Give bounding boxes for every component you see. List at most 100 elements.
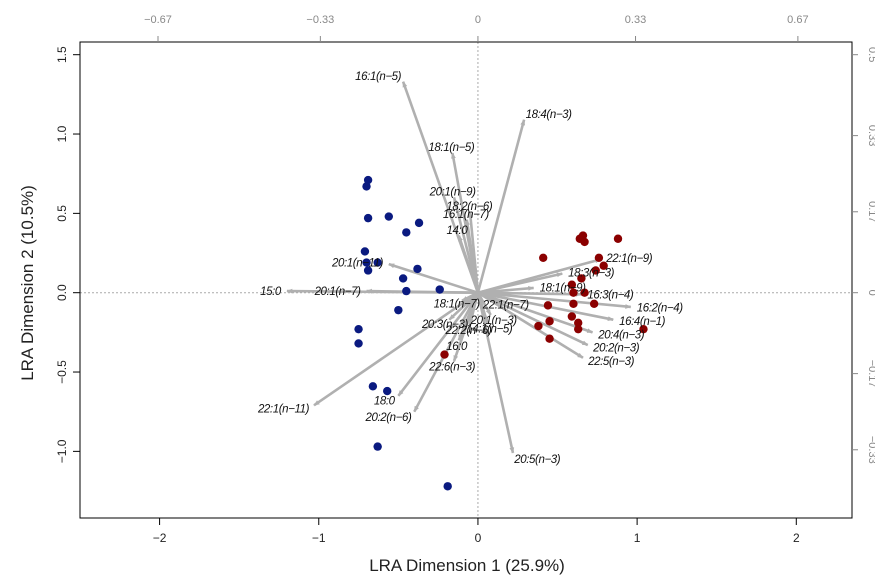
vector-label: 22:2(n−6) — [445, 325, 493, 337]
data-point — [539, 253, 548, 262]
right-tick-label: 0.5 — [866, 47, 875, 62]
vector-label: 16:2(n−4) — [637, 303, 684, 315]
vector-label: 20:3(n−3) — [421, 319, 469, 331]
axes: −2 −1 0 1 2 −1.0 −0.5 0.0 0.5 1.0 1.5 −0.67 −0.33 0 0.… — [55, 14, 875, 545]
right-tick-label: 0.33 — [866, 125, 875, 146]
vector-label: 14:1(n−5) — [466, 324, 513, 336]
top-tick-label: 0 — [475, 14, 481, 26]
vector-arrow — [465, 219, 480, 293]
data-point — [613, 234, 623, 243]
data-point — [567, 280, 577, 289]
data-point — [589, 299, 599, 308]
top-tick-label: 0.33 — [625, 14, 646, 26]
data-point — [398, 274, 408, 283]
right-tick-label: 0.17 — [866, 201, 875, 222]
top-tick-label: −0.33 — [306, 14, 334, 26]
data-point — [574, 324, 583, 334]
vector-arrow — [477, 291, 594, 334]
data-point — [639, 324, 648, 334]
data-point — [569, 299, 578, 308]
data-point — [534, 321, 543, 331]
vector-label: 22:1(n−9) — [605, 253, 653, 265]
data-point — [354, 324, 363, 334]
data-point — [402, 228, 411, 237]
vector-label: 20:1(n−11) — [331, 257, 384, 269]
vector-arrow — [477, 291, 589, 347]
vector-arrow — [457, 235, 480, 294]
vector-arrow — [476, 119, 526, 294]
vector-label: 20:2(n−3) — [592, 343, 640, 355]
data-point — [363, 266, 373, 275]
data-point — [567, 312, 577, 321]
data-point — [402, 286, 411, 296]
vector-labels: 16:1(n−5) 18:4(n−3) 18:1(n−5) 20:1(n−9) 18:2… — [257, 71, 684, 466]
data-point — [373, 442, 382, 451]
data-point — [440, 350, 449, 359]
vector-label: 20:1(n−3) — [470, 315, 518, 327]
data-point — [362, 258, 371, 267]
vector-arrow — [477, 291, 583, 297]
vector-label: 22:1(n−11) — [257, 404, 310, 416]
vector-label: 18:4(n−3) — [526, 109, 573, 121]
x-tick-label: −1 — [312, 531, 326, 545]
data-point — [413, 264, 422, 274]
data-point — [543, 301, 553, 310]
vector-arrow — [477, 291, 584, 359]
vector-label: 18:2(n−6) — [446, 201, 493, 213]
vector-label: 16:1(n−5) — [355, 71, 402, 83]
top-tick-label: 0.67 — [787, 14, 808, 26]
data-point — [384, 212, 393, 221]
vector-label: 20:2(n−6) — [364, 412, 412, 424]
y-tick-label: 0.5 — [55, 205, 69, 222]
data-point — [580, 237, 589, 247]
data-point — [368, 382, 378, 391]
vector-arrow — [365, 288, 478, 294]
data-point — [363, 213, 373, 223]
vector-label: 18:1(n−5) — [428, 142, 475, 154]
x-tick-label: 2 — [793, 531, 800, 545]
data-point — [545, 334, 554, 343]
vector-label: 18:3(n−3) — [568, 267, 615, 279]
vector-label: 20:4(n−3) — [597, 329, 645, 341]
data-point — [599, 261, 608, 270]
vector-label: 16:0 — [446, 341, 468, 353]
vector-arrow — [452, 292, 480, 362]
data-point — [360, 247, 370, 256]
data-point — [354, 339, 363, 348]
vector-arrows — [286, 81, 632, 454]
vector-arrow — [476, 292, 515, 454]
right-tick-label: −0.17 — [866, 360, 875, 388]
plot-frame-group — [79, 41, 853, 519]
vector-label: 22:5(n−3) — [587, 356, 635, 368]
vector-label: 14:0 — [447, 225, 469, 237]
vector-label: 18:1(n−7) — [434, 298, 481, 310]
data-point — [383, 386, 392, 396]
vector-label: 22:6(n−3) — [428, 362, 476, 374]
plot-frame — [79, 41, 853, 519]
vector-label: 18:0 — [374, 396, 396, 408]
data-point — [435, 285, 444, 294]
x-tick-label: −2 — [153, 531, 167, 545]
vector-arrow — [477, 272, 563, 294]
y-tick-label: −1.0 — [55, 439, 69, 463]
data-point — [574, 318, 583, 328]
y-tick-label: 1.5 — [55, 46, 69, 63]
x-axis-title: LRA Dimension 1 (25.9%) — [369, 556, 565, 575]
right-tick-label: 0 — [866, 290, 875, 296]
vector-label: 20:1(n−7) — [314, 286, 362, 298]
vector-label: 16:3(n−4) — [587, 289, 634, 301]
vector-label: 22:1(n−7) — [482, 300, 530, 312]
data-point — [577, 274, 586, 283]
vector-arrow — [477, 291, 632, 309]
data-point — [443, 482, 452, 491]
y-axis-title: LRA Dimension 2 (10.5%) — [18, 185, 37, 381]
data-point — [373, 258, 382, 267]
sample-points — [354, 175, 648, 491]
data-point — [594, 253, 604, 262]
vector-label: 20:5(n−3) — [513, 454, 561, 466]
data-point — [591, 266, 600, 275]
data-point — [363, 175, 373, 185]
vector-label: 20:1(n−9) — [429, 187, 477, 199]
y-tick-label: 1.0 — [55, 125, 69, 142]
